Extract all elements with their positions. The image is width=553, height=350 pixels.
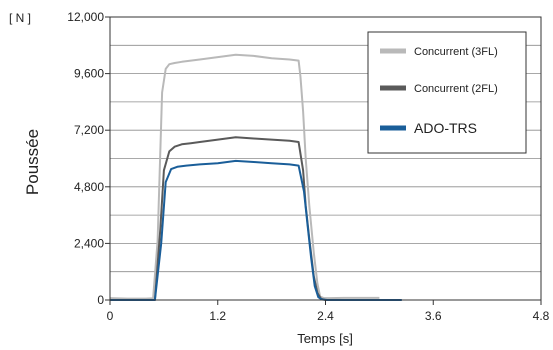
x-tick-label: 1.2 bbox=[209, 309, 226, 323]
x-axis-ticks: 0 1.2 2.4 3.6 4.8 bbox=[107, 300, 550, 323]
legend-label-2fl: Concurrent (2FL) bbox=[414, 83, 498, 95]
y-tick-label: 0 bbox=[97, 293, 104, 307]
x-tick-label: 4.8 bbox=[533, 309, 550, 323]
y-tick-label: 7,200 bbox=[74, 123, 104, 137]
grid-lines bbox=[110, 44, 541, 273]
y-tick-label: 2,400 bbox=[74, 236, 104, 250]
legend: Concurrent (3FL) Concurrent (2FL) ADO-TR… bbox=[367, 31, 527, 154]
y-tick-label: 12,000 bbox=[67, 10, 104, 24]
y-axis-title: Poussée bbox=[23, 129, 42, 195]
y-axis-ticks: 0 2,400 4,800 7,200 9,600 12,000 bbox=[67, 10, 110, 307]
legend-label-ado-trs: ADO-TRS bbox=[414, 120, 477, 136]
x-tick-label: 0 bbox=[107, 309, 114, 323]
x-axis-title: Temps [s] bbox=[297, 331, 353, 346]
y-tick-label: 4,800 bbox=[74, 180, 104, 194]
y-tick-label: 9,600 bbox=[74, 67, 104, 81]
x-tick-label: 3.6 bbox=[425, 309, 442, 323]
series-line-3fl bbox=[109, 53, 380, 300]
x-tick-label: 2.4 bbox=[317, 309, 334, 323]
legend-label-3fl: Concurrent (3FL) bbox=[414, 46, 498, 58]
y-unit-label: [ N ] bbox=[9, 11, 31, 25]
series-lines bbox=[109, 53, 402, 301]
